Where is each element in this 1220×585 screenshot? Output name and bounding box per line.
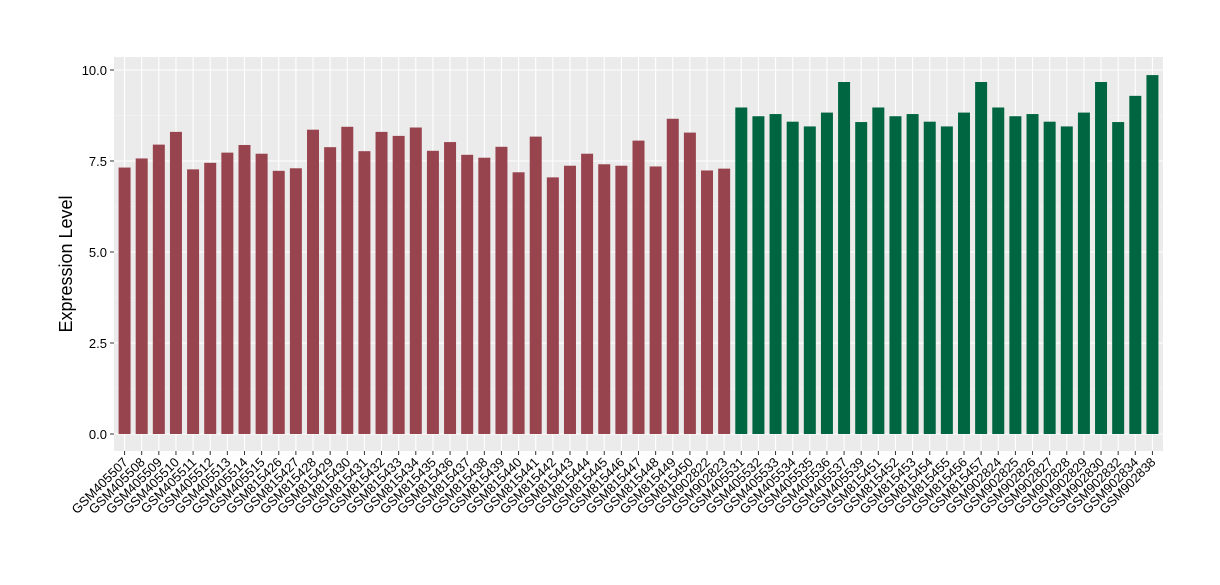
bar-GSM815451 — [872, 107, 885, 434]
bar-GSM815441 — [529, 136, 542, 434]
bar-GSM815445 — [598, 164, 611, 434]
bar-GSM902832 — [1112, 122, 1125, 434]
y-tick-label: 0.0 — [89, 427, 107, 442]
bar-GSM815431 — [358, 151, 371, 434]
bar-GSM815457 — [975, 82, 988, 435]
bar-GSM815438 — [478, 157, 491, 434]
y-tick-label: 10.0 — [82, 63, 107, 78]
bar-GSM815436 — [444, 142, 457, 434]
bar-GSM405531 — [735, 107, 748, 434]
bar-GSM405512 — [204, 162, 217, 434]
bar-GSM902838 — [1146, 75, 1159, 434]
bar-GSM815439 — [495, 146, 508, 434]
bar-GSM815456 — [957, 112, 970, 434]
bar-GSM815434 — [409, 127, 422, 435]
bar-GSM405535 — [803, 126, 816, 435]
bar-GSM815444 — [581, 153, 594, 434]
bar-GSM405513 — [221, 152, 234, 435]
bar-GSM902824 — [992, 107, 1005, 434]
bar-GSM815448 — [649, 166, 662, 434]
bar-GSM902828 — [1060, 126, 1073, 435]
bars-group — [118, 75, 1159, 435]
bar-GSM815446 — [615, 165, 628, 434]
bar-GSM815443 — [563, 165, 576, 434]
bar-GSM815449 — [666, 118, 679, 434]
bar-GSM815454 — [923, 121, 936, 435]
bar-GSM405533 — [769, 114, 782, 434]
bar-GSM902834 — [1129, 95, 1142, 435]
y-tick-label: 2.5 — [89, 336, 107, 351]
bar-GSM405515 — [255, 153, 268, 434]
bar-GSM815433 — [392, 135, 405, 434]
bar-GSM405539 — [855, 122, 868, 434]
bar-GSM405514 — [238, 144, 251, 434]
bar-GSM815432 — [375, 131, 388, 434]
bar-GSM405534 — [786, 121, 799, 435]
bar-GSM815429 — [324, 147, 337, 434]
bar-GSM815440 — [512, 172, 525, 434]
bar-GSM902822 — [701, 170, 714, 435]
bar-GSM815428 — [307, 129, 320, 435]
bar-GSM815430 — [341, 126, 354, 434]
bar-GSM815427 — [289, 168, 302, 434]
bar-GSM405536 — [820, 112, 833, 434]
y-tick-label: 5.0 — [89, 245, 107, 260]
bar-GSM902825 — [1009, 116, 1022, 434]
bar-GSM405537 — [838, 82, 851, 435]
bar-GSM405509 — [152, 144, 165, 434]
bar-GSM902829 — [1077, 112, 1090, 434]
bar-GSM902830 — [1095, 82, 1108, 435]
bar-GSM815453 — [906, 114, 919, 434]
bar-GSM405532 — [752, 116, 765, 434]
y-axis-label: Expression Level — [56, 195, 76, 332]
bar-GSM405507 — [118, 167, 131, 434]
bar-GSM815437 — [461, 154, 474, 434]
bar-GSM902827 — [1043, 121, 1056, 435]
bar-GSM815442 — [546, 177, 559, 434]
bar-GSM815455 — [940, 126, 953, 435]
bar-GSM815447 — [632, 140, 645, 434]
bar-GSM902823 — [718, 168, 731, 435]
bar-GSM405508 — [135, 158, 148, 434]
bar-GSM815426 — [272, 170, 285, 434]
bar-GSM902826 — [1026, 114, 1039, 434]
x-axis: GSM405507GSM405508GSM405509GSM405510GSM4… — [68, 451, 1159, 517]
y-axis: 0.0 2.5 5.0 7.5 10.0 — [82, 63, 114, 442]
bar-GSM815452 — [889, 116, 902, 434]
bar-GSM405511 — [187, 169, 200, 434]
bar-GSM405510 — [169, 131, 182, 434]
bar-GSM815435 — [426, 150, 439, 435]
bar-GSM815450 — [683, 132, 696, 434]
y-tick-label: 7.5 — [89, 154, 107, 169]
